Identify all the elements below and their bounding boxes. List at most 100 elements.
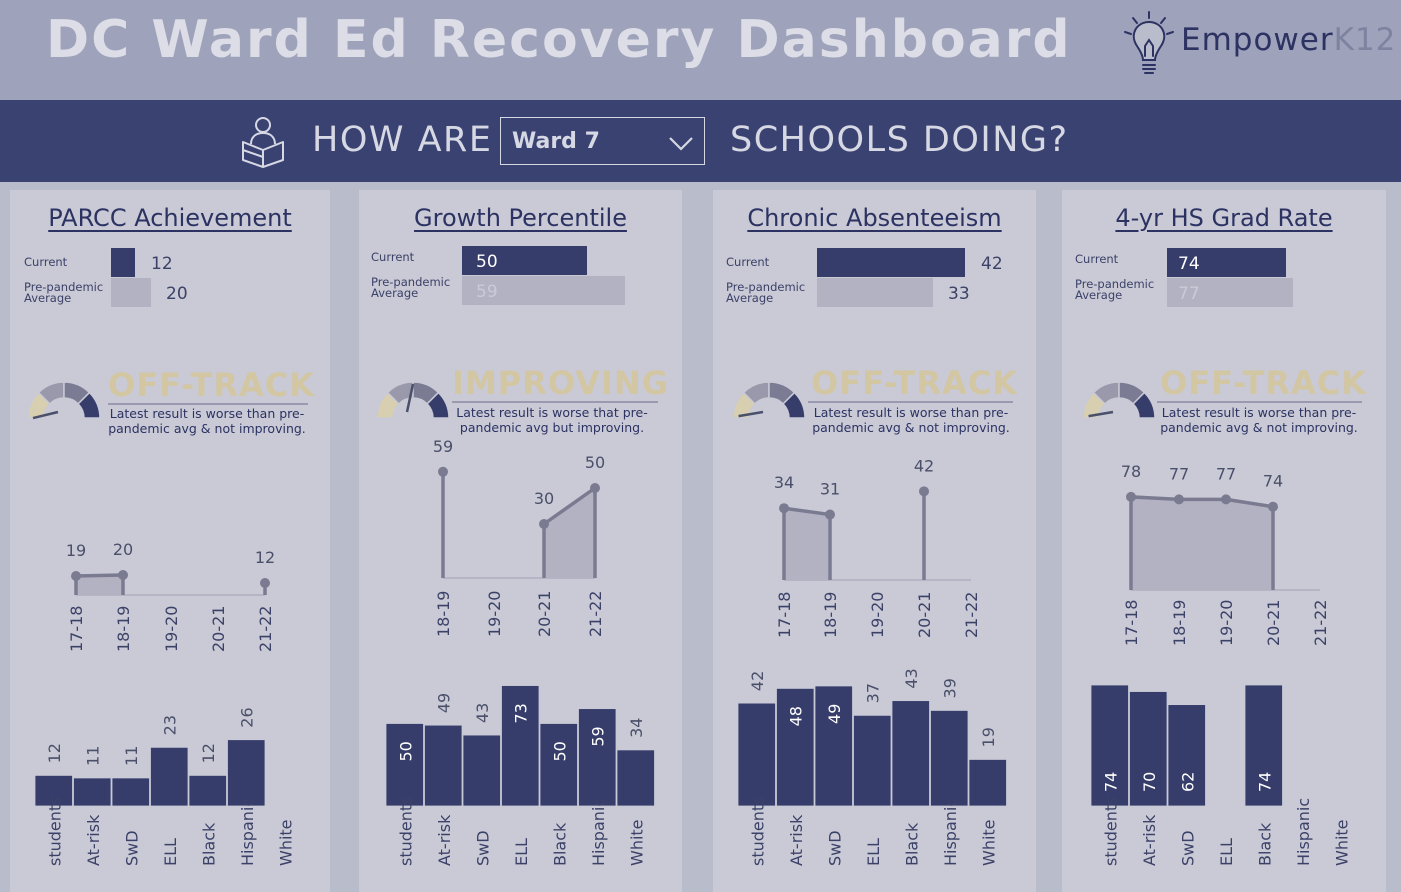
trend-point (919, 486, 929, 497)
panel-title[interactable]: PARCC Achievement (48, 204, 292, 232)
trend-point (438, 466, 448, 477)
trend-tick-label: 20-21 (209, 606, 228, 653)
current-bar (817, 248, 965, 277)
banner-suffix: SCHOOLS DOING? (730, 120, 1069, 160)
subgroup-tick-label: ELL (1217, 838, 1236, 866)
current-label: Current (371, 250, 415, 264)
subgroup-data-label: 74 (1255, 772, 1274, 792)
status-divider (108, 403, 308, 405)
trend-tick-label: 19-20 (868, 592, 887, 639)
subgroup-tick-label: SwD (473, 830, 492, 866)
trend-point (118, 570, 128, 580)
trend-area (1131, 496, 1179, 590)
current-value: 42 (981, 254, 1003, 274)
trend-tick-label: 21-22 (962, 592, 981, 639)
current-label: Current (1075, 252, 1119, 266)
subgroup-tick-label: SwD (825, 830, 844, 866)
prepandemic-label-line2: Average (726, 291, 774, 305)
status-gauge (27, 381, 101, 420)
gauge-segment (782, 391, 806, 419)
gauge-segment (1132, 391, 1156, 419)
panel-title[interactable]: Chronic Absenteeism (747, 204, 1002, 232)
trend-line (75, 573, 124, 578)
prepandemic-label-line2: Average (1075, 288, 1123, 302)
current-label: Current (24, 255, 68, 269)
subgroup-data-label: 74 (1101, 772, 1120, 792)
trend-data-label: 42 (914, 456, 934, 475)
subgroup-data-label: 43 (473, 703, 492, 723)
trend-point (590, 483, 600, 493)
trend-point (1126, 491, 1136, 502)
subgroup-bar (424, 724, 463, 807)
status-label: OFF-TRACK (1160, 364, 1368, 402)
current-value: 12 (151, 254, 173, 274)
prepandemic-bar (1167, 278, 1293, 307)
trend-data-label: 30 (534, 489, 554, 508)
subgroup-data-label: 70 (1140, 772, 1159, 792)
trend-tick-label: 19-20 (162, 606, 181, 653)
panel-title[interactable]: Growth Percentile (414, 204, 627, 232)
prepandemic-label-line1: Pre-pandemic (24, 280, 104, 294)
subgroup-bar (776, 688, 815, 807)
trend-tick-label: 18-19 (114, 606, 133, 653)
trend-point (825, 509, 835, 520)
ward-dropdown[interactable]: Ward 7 (500, 117, 705, 165)
trend-data-label: 59 (433, 437, 453, 456)
status-label: IMPROVING (452, 364, 669, 402)
logo[interactable]: EmpowerK12 (1115, 10, 1395, 80)
trend-tick-label: 20-21 (1264, 600, 1283, 647)
trend-data-label: 34 (774, 473, 794, 492)
subgroup-bar (737, 702, 776, 807)
trend-point (539, 519, 549, 529)
subgroup-data-label: 39 (941, 678, 960, 698)
trend-data-label: 77 (1169, 464, 1189, 483)
trend-point (1221, 494, 1231, 505)
subgroup-tick-label: Hispanic (1294, 798, 1313, 866)
subgroup-tick-label: White (627, 819, 646, 866)
status-description: Latest result is worse than pre-pandemic… (108, 406, 306, 436)
subgroup-bar (462, 734, 501, 807)
subgroup-bar (1167, 704, 1206, 807)
trend-tick-label: 20-21 (535, 591, 554, 638)
panel-title[interactable]: 4-yr HS Grad Rate (1115, 204, 1333, 232)
subgroup-bar (73, 777, 112, 807)
subgroup-tick-label: SwD (122, 830, 141, 866)
chevron-down-icon (669, 137, 693, 151)
subgroup-data-label: 62 (1178, 772, 1197, 792)
trend-area (1226, 499, 1273, 590)
subgroup-data-label: 26 (238, 707, 257, 727)
subgroup-data-label: 59 (589, 726, 608, 746)
trend-data-label: 77 (1216, 464, 1236, 483)
trend-tick-label: 18-19 (1170, 600, 1189, 647)
gauge-needle (1088, 410, 1114, 418)
trend-data-label: 50 (585, 453, 605, 472)
status-description: Latest result is worse that pre-pandemic… (456, 405, 648, 435)
trend-tick-label: 21-22 (1311, 600, 1330, 647)
subgroup-data-label: 34 (627, 718, 646, 738)
subgroup-bar (227, 739, 266, 807)
subgroup-bar (1244, 684, 1283, 807)
subgroup-tick-label: ELL (161, 838, 180, 866)
subgroup-tick-label: White (979, 819, 998, 866)
trend-tick-label: 18-19 (821, 592, 840, 639)
status-description: Latest result is worse than pre-pandemic… (1160, 405, 1358, 435)
subgroup-tick-label: Hispanic (589, 798, 608, 866)
trend-tick-label: 18-19 (434, 591, 453, 638)
prepandemic-bar (462, 276, 625, 305)
status-gauge (732, 381, 806, 419)
prepandemic-label-line1: Pre-pandemic (726, 280, 806, 294)
trend-line (1225, 497, 1274, 509)
subgroup-data-label: 37 (864, 683, 883, 703)
current-bar (462, 246, 587, 275)
subgroup-tick-label: White (1332, 819, 1351, 866)
subgroup-tick-label: students (1101, 797, 1120, 867)
subgroup-data-label: 73 (512, 703, 531, 723)
trend-data-label: 19 (66, 541, 86, 560)
subgroup-tick-label: At-risk (84, 814, 103, 866)
prepandemic-value: 20 (166, 284, 188, 304)
prepandemic-value: 59 (476, 282, 498, 302)
trend-data-label: 12 (255, 548, 275, 567)
trend-tick-label: 17-18 (1122, 600, 1141, 647)
subgroup-tick-label: Hispanic (238, 798, 257, 866)
subgroup-data-label: 50 (396, 741, 415, 761)
